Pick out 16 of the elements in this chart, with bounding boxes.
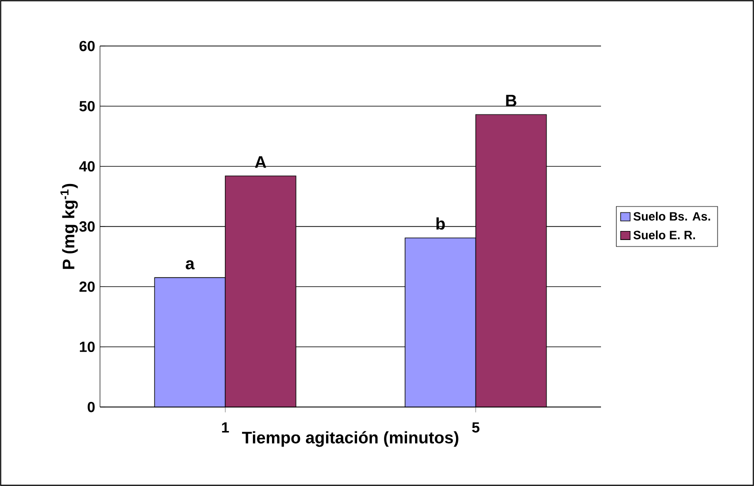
annotation: B <box>506 94 516 106</box>
legend-label: Suelo E. R. <box>633 230 695 240</box>
y-tick-label: 40 <box>79 161 95 172</box>
annotation: A <box>254 156 266 168</box>
y-tick-label: 20 <box>79 281 95 292</box>
x-tick-label: 1 <box>222 422 229 432</box>
x-tick-label: 5 <box>472 422 480 433</box>
y-tick-label: 30 <box>79 221 95 232</box>
y-tick-label: 0 <box>88 402 95 412</box>
y-tick-label: 10 <box>80 342 95 352</box>
y-axis-title: P (mg kg$^{-1}$) <box>60 184 78 269</box>
legend-label: Suelo Bs. As. <box>633 212 710 221</box>
y-tick-label: 60 <box>80 40 95 52</box>
x-axis-title: Tiempo agitación (minutos) <box>242 431 458 447</box>
y-tick-label: 50 <box>79 100 95 112</box>
annotation: a <box>186 260 195 270</box>
